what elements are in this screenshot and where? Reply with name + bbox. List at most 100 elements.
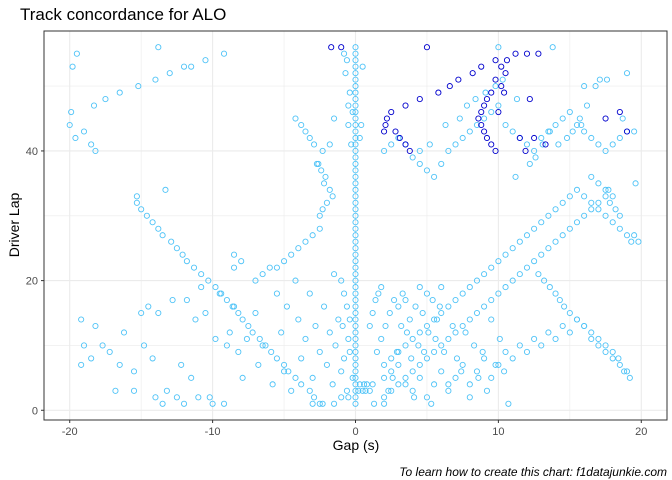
data-point (488, 297, 495, 304)
x-tick-label: -20 (62, 426, 78, 438)
data-point (92, 322, 99, 330)
data-point (352, 316, 359, 323)
data-point (352, 284, 359, 291)
data-point (438, 160, 445, 167)
data-point (459, 134, 466, 142)
data-point (352, 251, 359, 258)
data-point (386, 309, 393, 317)
target-point (498, 63, 505, 70)
data-point (212, 335, 219, 343)
data-point (595, 206, 602, 213)
data-point (531, 335, 538, 343)
data-point (306, 387, 313, 394)
target-point (501, 89, 508, 96)
data-point (581, 128, 588, 135)
data-point (332, 342, 339, 349)
data-point (381, 400, 388, 407)
data-point (399, 290, 406, 297)
data-point (531, 147, 538, 154)
data-point (388, 387, 395, 394)
data-point (88, 141, 95, 148)
data-point (226, 329, 233, 336)
data-point (631, 128, 638, 135)
data-point (352, 297, 359, 304)
target-point (481, 102, 488, 109)
data-point (492, 83, 499, 90)
data-point (359, 63, 366, 70)
data-point (352, 309, 359, 317)
data-point (573, 316, 581, 323)
data-point (473, 277, 481, 284)
data-point (581, 193, 588, 200)
data-point (183, 297, 190, 304)
data-point (352, 115, 359, 122)
data-point (501, 368, 508, 375)
target-point (502, 70, 509, 77)
data-point (78, 316, 85, 323)
data-point (372, 297, 379, 304)
data-point (356, 381, 363, 388)
data-point (426, 141, 433, 148)
data-point (302, 238, 309, 245)
data-point (66, 121, 73, 129)
data-point (545, 212, 552, 219)
data-point (381, 147, 388, 154)
data-point (513, 96, 521, 103)
data-point (402, 297, 409, 304)
target-point (478, 121, 485, 129)
data-point (473, 121, 481, 129)
data-point (312, 322, 319, 330)
target-point (478, 108, 485, 116)
data-point (352, 128, 359, 135)
data-point (343, 387, 350, 394)
data-point (316, 212, 323, 219)
data-point (352, 322, 359, 330)
data-point (352, 193, 359, 200)
data-point (602, 193, 609, 200)
data-point (206, 394, 213, 401)
data-point (159, 400, 166, 407)
data-point (559, 322, 566, 330)
data-point (578, 121, 585, 129)
data-point (531, 258, 538, 265)
data-point (352, 342, 359, 349)
data-point (616, 134, 623, 142)
data-point (495, 258, 502, 265)
data-point (352, 173, 359, 180)
data-point (352, 180, 359, 187)
data-point (395, 381, 402, 388)
data-point (173, 245, 180, 252)
data-point (516, 271, 523, 278)
data-point (573, 219, 581, 226)
data-point (352, 83, 359, 90)
data-point (346, 348, 353, 355)
data-point (252, 309, 259, 317)
data-point (412, 303, 419, 310)
target-point (455, 76, 462, 83)
data-point (140, 342, 148, 349)
data-point (466, 394, 473, 401)
data-point (343, 303, 350, 310)
data-point (90, 102, 98, 109)
data-point (311, 394, 318, 401)
data-point (278, 329, 285, 336)
x-tick-label: -10 (205, 426, 221, 438)
data-point (602, 348, 609, 355)
data-point (281, 258, 288, 265)
data-point (311, 141, 318, 148)
data-point (492, 361, 499, 368)
data-point (381, 394, 388, 401)
data-point (588, 199, 595, 206)
data-point (345, 394, 352, 401)
data-point (143, 212, 150, 219)
target-point (616, 108, 623, 116)
data-point (255, 361, 262, 368)
data-point (632, 180, 639, 187)
data-point (481, 355, 488, 362)
data-point (138, 206, 145, 213)
data-point (349, 374, 356, 381)
data-point (341, 355, 348, 362)
data-point (135, 83, 142, 90)
data-point (346, 316, 353, 323)
data-point (623, 232, 631, 239)
